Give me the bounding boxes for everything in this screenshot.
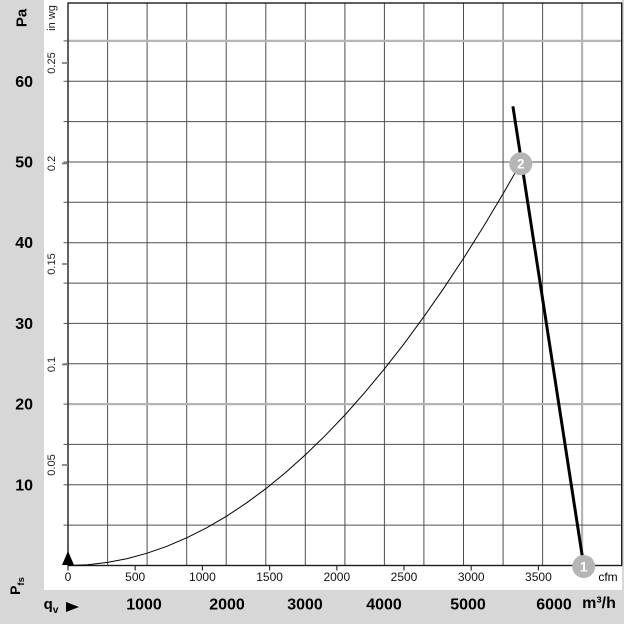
y-axis-tick-label-pa: 50 (15, 155, 33, 172)
operating-point-marker-1 (572, 555, 596, 578)
y-axis-tick-label-pa: 40 (15, 235, 33, 252)
x-axis-tick-label-cfm: 1500 (256, 570, 283, 584)
x-axis-tick-label-cfm: 3500 (525, 570, 552, 584)
x-axis-imperial-unit-label: cfm (598, 570, 618, 584)
y-axis-direction-arrow-icon (62, 551, 74, 565)
x-axis-tick-label-cfm: 500 (125, 570, 145, 584)
y-axis-tick-label-pa: 10 (15, 477, 33, 494)
x-axis-tick-label-cfm: 1000 (189, 570, 216, 584)
fan-characteristic-curve (511, 106, 586, 566)
x-axis-tick-label-m3h: 6000 (536, 597, 572, 614)
x-axis-tick-label-m3h: 4000 (366, 597, 402, 614)
y-axis-tick-label-inwg: 0.15 (46, 253, 58, 274)
x-axis-symbol-label: qv (43, 596, 59, 616)
x-axis-tick-label-cfm: 0 (65, 570, 72, 584)
x-axis-tick-label-cfm: 3000 (458, 570, 485, 584)
operating-point-marker-label: 1 (580, 559, 588, 574)
x-axis-tick-label-cfm: 2500 (391, 570, 418, 584)
x-axis-tick-label-m3h: 5000 (450, 597, 486, 614)
y-axis-symbol-label: Pfs (7, 577, 27, 595)
operating-point-marker-2 (509, 152, 533, 176)
y-axis-tick-label-inwg: 0.25 (46, 52, 58, 73)
y-axis-tick-label-inwg: 0.2 (46, 156, 58, 171)
x-axis-metric-unit-label: m³/h (582, 595, 616, 612)
y-axis-tick-label-pa: 60 (15, 74, 33, 91)
y-axis-imperial-unit-label: in wg (46, 5, 58, 31)
x-axis-tick-label-m3h: 2000 (209, 597, 245, 614)
y-axis-tick-label-inwg: 0.1 (46, 357, 58, 372)
operating-point-marker-label: 2 (517, 157, 525, 172)
x-axis-tick-label-m3h: 1000 (126, 597, 162, 614)
plot-border (67, 2, 623, 567)
y-axis-tick-label-pa: 20 (15, 397, 33, 414)
system-resistance-curve (67, 162, 522, 566)
plot-background (44, 0, 622, 590)
y-axis-tick-label-inwg: 0.05 (46, 454, 58, 475)
x-axis-tick-label-cfm: 2000 (323, 570, 350, 584)
y-axis-metric-unit-label: Pa (13, 8, 31, 28)
y-axis-tick-label-pa: 30 (15, 316, 33, 333)
x-axis-tick-label-m3h: 3000 (287, 597, 323, 614)
x-axis-direction-arrow-icon (66, 602, 79, 612)
